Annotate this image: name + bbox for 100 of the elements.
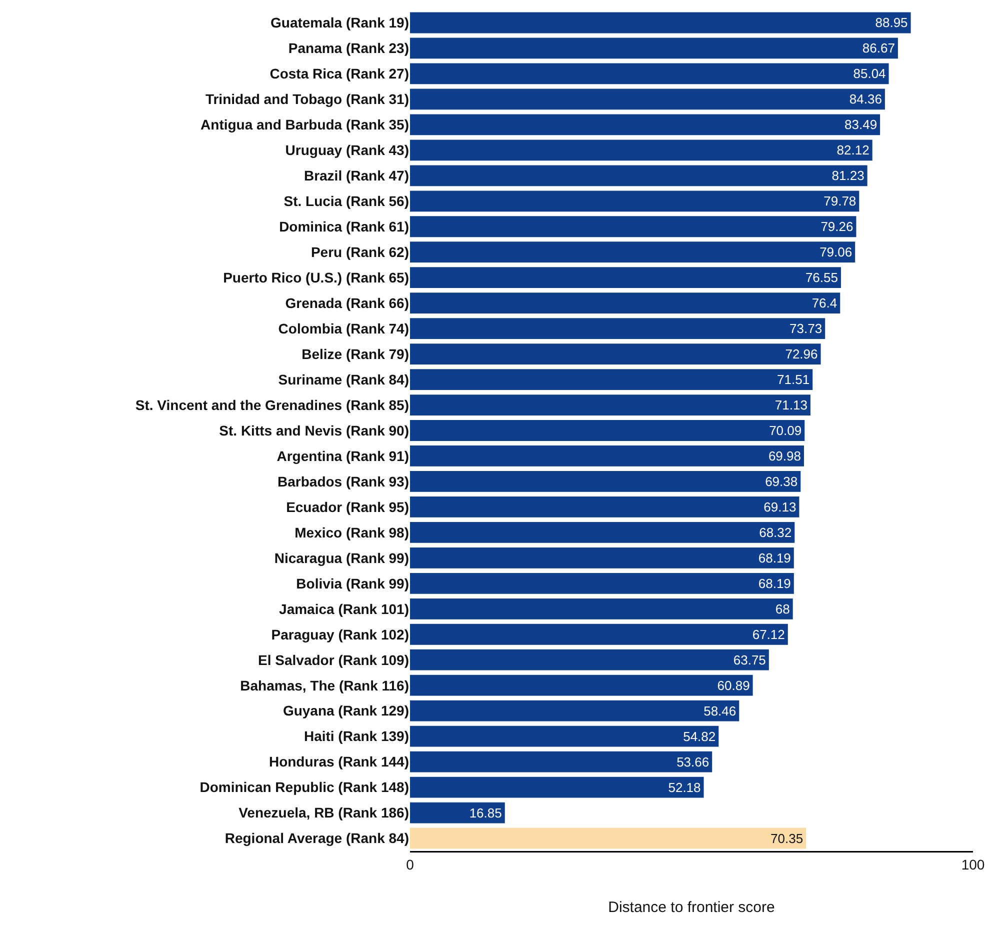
- data-label: 83.49: [844, 117, 878, 132]
- data-label: 73.73: [790, 321, 822, 336]
- bar: [410, 267, 841, 288]
- bar: [410, 140, 872, 161]
- y-tick-label: Colombia (Rank 74): [278, 320, 409, 336]
- bar: [410, 700, 740, 722]
- bar: [410, 12, 911, 34]
- bar: [410, 496, 800, 518]
- bar: [410, 420, 805, 441]
- data-label: 67.12: [752, 626, 785, 642]
- y-tick-label: St. Kitts and Nevis (Rank 90): [219, 422, 409, 438]
- data-label: 76.55: [805, 270, 838, 286]
- bar: [410, 624, 788, 645]
- y-tick-label: Brazil (Rank 47): [304, 168, 409, 184]
- data-label: 81.23: [832, 168, 864, 184]
- data-label: 69.13: [764, 499, 796, 514]
- data-label: 88.95: [875, 15, 908, 30]
- bar: [410, 446, 804, 466]
- data-label: 79.78: [824, 194, 856, 209]
- bar: [410, 572, 794, 594]
- bar: [410, 165, 868, 186]
- y-tick-label: Peru (Rank 62): [310, 244, 409, 260]
- bar: [410, 802, 505, 824]
- x-tick-label: 100: [961, 856, 985, 872]
- y-tick-label: Costa Rica (Rank 27): [270, 66, 409, 82]
- data-label: 68.19: [758, 550, 791, 566]
- data-label: 85.04: [853, 66, 886, 82]
- bar: [410, 292, 840, 314]
- y-tick-label: Dominica (Rank 61): [279, 218, 409, 235]
- bar: [410, 190, 860, 212]
- bar: [410, 726, 719, 747]
- y-tick-label: Guatemala (Rank 19): [270, 14, 409, 31]
- bar: [410, 242, 856, 263]
- y-tick-label: Guyana (Rank 129): [282, 702, 409, 719]
- data-label: 69.38: [765, 474, 798, 489]
- y-tick-label: Panama (Rank 23): [288, 40, 409, 56]
- y-tick-label: Venezuela, RB (Rank 186): [238, 804, 409, 821]
- x-axis-title: Distance to frontier score: [608, 899, 775, 916]
- y-tick-label: Haiti (Rank 139): [304, 728, 409, 744]
- bar: [410, 114, 880, 136]
- y-tick-label: Dominican Republic (Rank 148): [200, 779, 409, 796]
- data-label: 71.51: [777, 372, 810, 388]
- y-tick-label: Argentina (Rank 91): [276, 448, 409, 464]
- bar: [410, 828, 806, 849]
- data-label: 16.85: [469, 805, 502, 820]
- data-label: 69.98: [768, 448, 801, 464]
- y-tick-label: Mexico (Rank 98): [294, 524, 409, 540]
- bar: [410, 318, 826, 340]
- bar: [410, 369, 813, 390]
- bar: [410, 674, 753, 696]
- y-tick-label: Nicaragua (Rank 99): [274, 550, 409, 566]
- data-label: 70.35: [770, 830, 804, 846]
- y-tick-label: Bolivia (Rank 99): [296, 575, 409, 592]
- data-label: 82.12: [836, 142, 870, 158]
- bar: [410, 394, 810, 416]
- data-label: 54.82: [683, 728, 716, 744]
- y-tick-label: Belize (Rank 79): [302, 346, 409, 362]
- bar: [410, 598, 793, 620]
- data-label: 53.66: [676, 754, 710, 770]
- y-tick-label: St. Lucia (Rank 56): [284, 193, 409, 210]
- data-label: 63.75: [733, 652, 766, 668]
- bar: [410, 344, 821, 364]
- bar: [410, 776, 704, 798]
- data-label: 79.26: [820, 219, 854, 234]
- y-tick-label: Uruguay (Rank 43): [285, 142, 409, 158]
- data-label: 86.67: [862, 40, 895, 56]
- bar: [410, 63, 889, 84]
- y-tick-label: Honduras (Rank 144): [268, 754, 409, 770]
- data-label: 72.96: [785, 346, 818, 362]
- data-label: 71.13: [774, 398, 808, 413]
- data-label: 68.19: [758, 576, 791, 591]
- y-tick-label: Ecuador (Rank 95): [286, 498, 409, 515]
- data-label: 68.32: [759, 524, 792, 540]
- bar: [410, 471, 801, 492]
- x-tick-label: 0: [406, 856, 414, 872]
- bar: [410, 649, 769, 670]
- data-label: 84.36: [849, 92, 882, 107]
- data-label: 52.18: [668, 780, 701, 795]
- y-tick-label: Bahamas, The (Rank 116): [240, 677, 409, 694]
- y-tick-label: Trinidad and Tobago (Rank 31): [205, 91, 409, 108]
- data-label: 60.89: [717, 678, 750, 693]
- y-tick-label: Puerto Rico (U.S.) (Rank 65): [223, 269, 409, 286]
- y-tick-label: Regional Average (Rank 84): [224, 830, 409, 846]
- data-label: 58.46: [704, 703, 736, 718]
- bar: [410, 88, 885, 110]
- bar: [410, 38, 898, 59]
- bar: [410, 751, 712, 772]
- y-tick-label: St. Vincent and the Grenadines (Rank 85): [135, 396, 409, 413]
- y-tick-label: El Salvador (Rank 109): [258, 652, 409, 668]
- data-label: 68: [775, 601, 790, 616]
- y-tick-label: Jamaica (Rank 101): [279, 600, 409, 617]
- y-tick-label: Suriname (Rank 84): [278, 371, 409, 388]
- data-label: 79.06: [820, 244, 852, 260]
- data-label: 70.09: [769, 423, 802, 438]
- bar: [410, 547, 794, 568]
- y-tick-label: Barbados (Rank 93): [278, 473, 409, 490]
- bar: [410, 522, 795, 543]
- y-tick-label: Grenada (Rank 66): [285, 294, 409, 311]
- data-label: 76.4: [812, 296, 838, 311]
- y-tick-label: Paraguay (Rank 102): [271, 626, 409, 642]
